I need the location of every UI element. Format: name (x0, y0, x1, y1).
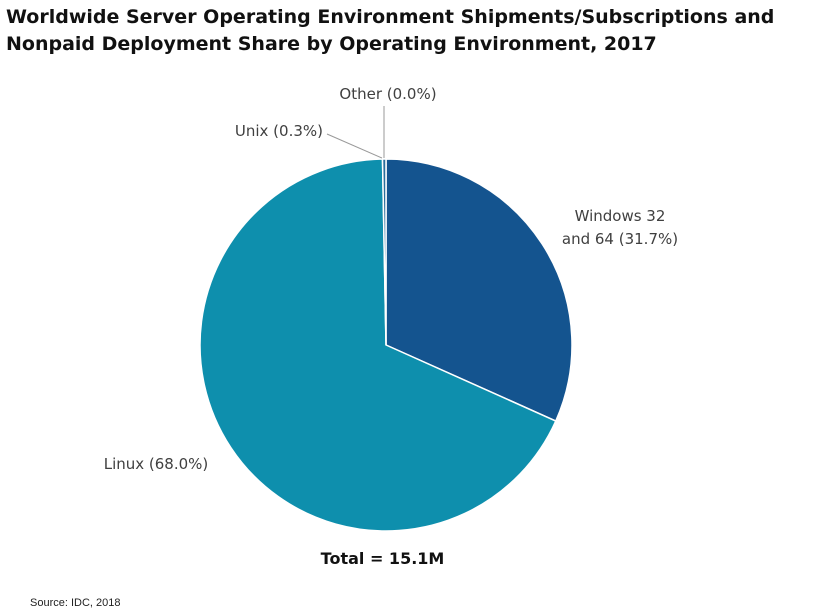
pie-slice-unix (381, 158, 387, 346)
slice-label-other: Other (0.0%) (339, 85, 436, 103)
chart-title-line-1: Worldwide Server Operating Environment S… (6, 6, 775, 28)
slice-label-windows-32-and-64: Windows 32 and 64 (31.7%) (562, 207, 678, 248)
chart-title-line-2: Nonpaid Deployment Share by Operating En… (6, 33, 657, 55)
pie-slice-linux (199, 158, 557, 532)
slice-label-unix: Unix (0.3%) (235, 122, 323, 140)
slice-label-linux: Linux (68.0%) (104, 455, 209, 473)
slice-label-line: Other (0.0%) (339, 85, 436, 103)
slice-label-line: Unix (0.3%) (235, 122, 323, 140)
total-label: Total = 15.1M (320, 549, 445, 568)
slice-label-line: Linux (68.0%) (104, 455, 209, 473)
source-note: Source: IDC, 2018 (30, 597, 121, 609)
pie-slice-windows-32-and-64 (385, 158, 573, 423)
leader-line-unix (326, 133, 383, 159)
chart-title: Worldwide Server Operating Environment S… (6, 4, 811, 58)
slice-label-line: and 64 (31.7%) (562, 230, 678, 248)
slice-label-line: Windows 32 (575, 207, 666, 225)
